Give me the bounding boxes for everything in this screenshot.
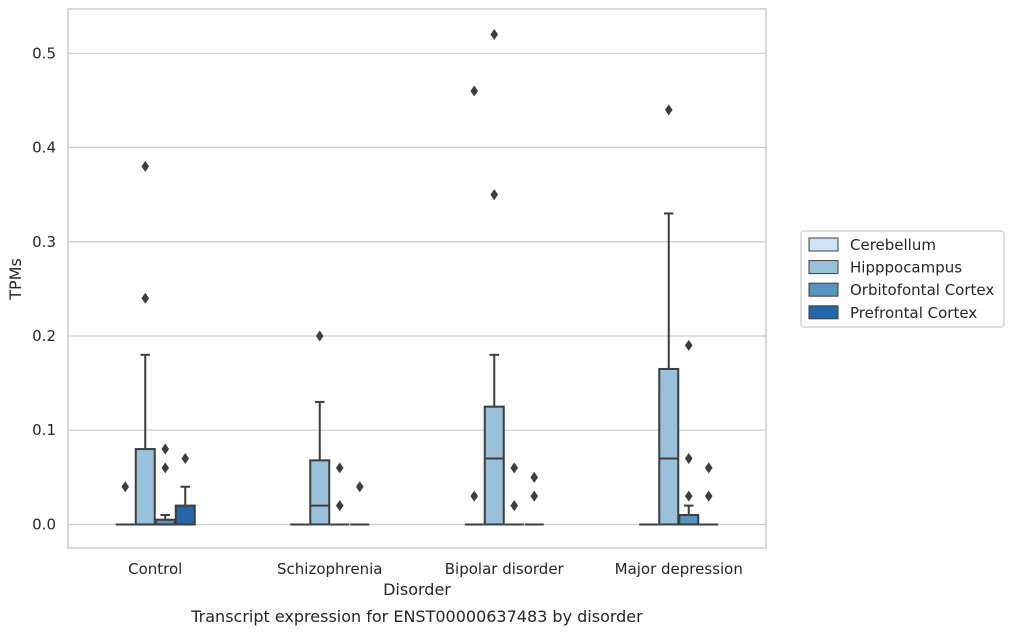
outlier-point	[530, 490, 539, 502]
outlier-point	[315, 330, 324, 342]
outlier-point	[161, 443, 170, 455]
legend-swatch	[808, 282, 839, 297]
box-hipppocampus-1	[309, 330, 331, 526]
y-axis-ticks: 0.0 0.1 0.2 0.3 0.4 0.5	[32, 44, 56, 533]
box-body	[134, 448, 156, 526]
box-cerebellum-2	[464, 85, 484, 526]
x-axis-ticks: Control Schizophrenia Bipolar disorder Majo…	[128, 560, 743, 578]
x-tick-label: Control	[128, 560, 182, 578]
outlier-point	[181, 452, 190, 464]
legend-label: Cerebellum	[850, 236, 936, 254]
y-tick-label: 0.2	[32, 327, 56, 345]
y-tick-label: 0.4	[32, 139, 56, 157]
box-hipppocampus-3	[658, 104, 680, 526]
legend-frame	[800, 230, 1005, 328]
y-tick-label: 0.5	[32, 44, 56, 62]
outlier-point	[161, 462, 170, 474]
x-axis-title: Disorder	[383, 580, 451, 599]
box-body	[483, 405, 505, 526]
legend-item: Cerebellum	[808, 236, 936, 254]
outlier-point	[510, 462, 519, 474]
outlier-point	[470, 85, 479, 97]
legend-item: Prefrontal Cortex	[808, 304, 977, 322]
x-tick-label: Major depression	[615, 560, 743, 578]
box-prefrontal-cortex-0	[174, 452, 196, 526]
box-orbitofontal-cortex-3	[678, 339, 700, 526]
outlier-point	[664, 104, 673, 116]
outlier-point	[704, 490, 713, 502]
y-tick-label: 0.3	[32, 233, 56, 251]
box-hipppocampus-0	[134, 160, 156, 526]
box-body	[174, 504, 196, 526]
box-prefrontal-cortex-3	[699, 462, 719, 526]
x-tick-label: Schizophrenia	[277, 560, 382, 578]
outlier-point	[510, 500, 519, 512]
outlier-point	[355, 481, 364, 493]
legend-swatch	[808, 305, 839, 320]
outlier-point	[141, 160, 150, 172]
outlier-point	[141, 292, 150, 304]
box-body	[678, 514, 700, 526]
outlier-point	[684, 339, 693, 351]
box-orbitofontal-cortex-0	[154, 443, 176, 526]
chart-caption: Transcript expression for ENST0000063748…	[190, 607, 643, 626]
outlier-point	[335, 500, 344, 512]
box-body	[658, 367, 680, 526]
y-tick-label: 0.1	[32, 421, 56, 439]
x-tick-label: Bipolar disorder	[445, 560, 565, 578]
box-orbitofontal-cortex-2	[504, 462, 524, 526]
box-body	[309, 459, 331, 526]
outlier-point	[684, 490, 693, 502]
legend: Cerebellum Hipppocampus Orbitofontal Corte…	[800, 230, 1005, 328]
box-cerebellum-0	[115, 481, 135, 526]
box-series	[115, 28, 719, 526]
outlier-point	[470, 490, 479, 502]
legend-item: Hipppocampus	[808, 259, 962, 277]
legend-swatch	[808, 260, 839, 275]
legend-label: Prefrontal Cortex	[850, 304, 977, 322]
box-prefrontal-cortex-2	[524, 471, 544, 526]
outlier-point	[490, 189, 499, 201]
box-prefrontal-cortex-1	[350, 481, 370, 526]
plot-area-frame	[67, 8, 767, 549]
legend-label: Hipppocampus	[850, 259, 962, 277]
outlier-point	[704, 462, 713, 474]
y-tick-label: 0.0	[32, 515, 56, 533]
legend-swatch	[808, 237, 839, 252]
outlier-point	[121, 481, 130, 493]
legend-label: Orbitofontal Cortex	[850, 281, 994, 299]
legend-item: Orbitofontal Cortex	[808, 281, 994, 299]
box-hipppocampus-2	[483, 28, 505, 526]
y-axis-title: TPMs	[6, 258, 25, 301]
box-orbitofontal-cortex-1	[330, 462, 350, 526]
outlier-point	[335, 462, 344, 474]
outlier-point	[684, 452, 693, 464]
outlier-point	[530, 471, 539, 483]
outlier-point	[490, 28, 499, 40]
